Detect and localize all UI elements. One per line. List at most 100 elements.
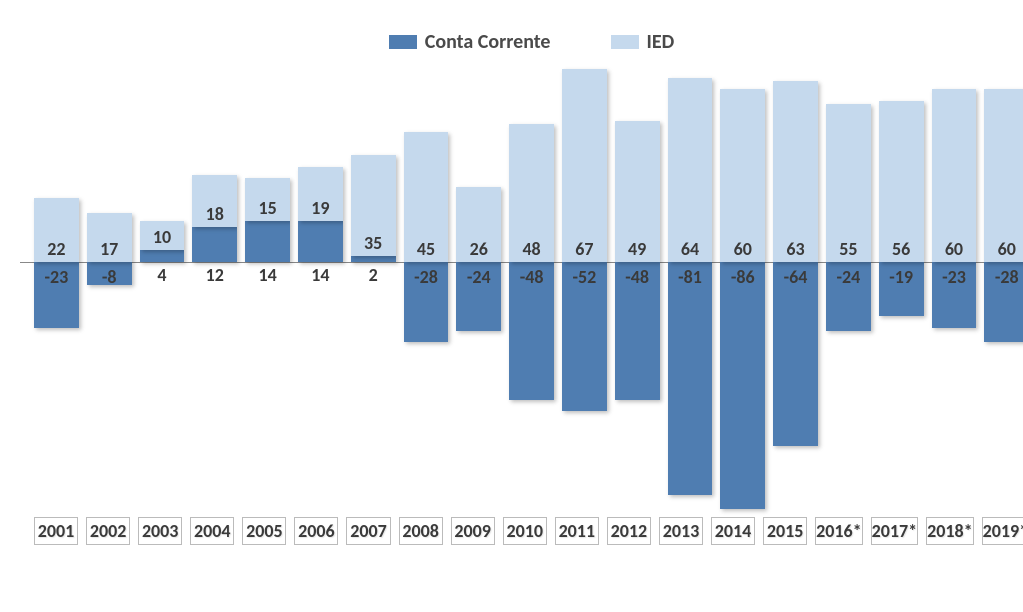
bar-label-ied: 49 — [615, 238, 660, 260]
bar-label-ied: 67 — [562, 238, 607, 260]
bar-conta-corrente — [720, 262, 765, 509]
bar-conta-corrente — [351, 256, 396, 262]
bar-label-conta-corrente: -81 — [668, 266, 713, 288]
bar-label-ied: 56 — [879, 238, 924, 260]
bar-label-conta-corrente: 12 — [192, 264, 237, 286]
bar-label-conta-corrente: -48 — [615, 266, 660, 288]
legend-item-series2: IED — [611, 30, 675, 54]
bar-label-conta-corrente: -23 — [34, 266, 79, 288]
bar-conta-corrente — [140, 250, 185, 262]
x-axis-label: 2009 — [451, 517, 495, 545]
bar-label-ied: 48 — [509, 238, 554, 260]
chart-container: Conta Corrente IED 22-2317-8104181215141… — [20, 20, 1023, 592]
bar-group: 1514 — [245, 69, 290, 509]
bar-label-ied: 63 — [773, 238, 818, 260]
legend-label-series2: IED — [647, 30, 675, 54]
bar-conta-corrente — [298, 221, 343, 261]
legend-swatch-series1 — [389, 35, 417, 49]
x-axis-label: 2018* — [926, 517, 973, 545]
x-axis-label: 2004 — [190, 517, 234, 545]
bar-group: 1812 — [192, 69, 237, 509]
legend-swatch-series2 — [611, 35, 639, 49]
bar-label-conta-corrente: -86 — [720, 266, 765, 288]
bar-group: 55-24 — [826, 69, 871, 509]
bar-group: 17-8 — [87, 69, 132, 509]
bar-label-ied: 35 — [351, 232, 396, 254]
bar-label-conta-corrente: 14 — [298, 264, 343, 286]
bar-group: 10 4 — [140, 69, 185, 509]
bar-label-ied: 60 — [720, 238, 765, 260]
bar-group: 352 — [351, 69, 396, 509]
bar-ied — [720, 89, 765, 262]
bar-ied — [773, 81, 818, 262]
bar-group: 22-23 — [34, 69, 79, 509]
legend-label-series1: Conta Corrente — [425, 30, 551, 54]
bar-label-ied: 60 — [984, 238, 1023, 260]
chart-legend: Conta Corrente IED — [20, 20, 1023, 64]
bar-label-ied: 22 — [34, 238, 79, 260]
bar-ied — [562, 69, 607, 262]
bar-label-conta-corrente: -8 — [87, 266, 132, 288]
bar-conta-corrente — [245, 221, 290, 261]
bar-conta-corrente — [668, 262, 713, 495]
bar-label-ied: 15 — [245, 197, 290, 219]
x-axis-label: 2007 — [346, 517, 390, 545]
bars-wrapper: 22-2317-810418121514191435245-2826-2448-… — [20, 69, 1023, 509]
bar-conta-corrente — [773, 262, 818, 446]
x-axis-label: 2006 — [294, 517, 338, 545]
bar-group: 64-81 — [668, 69, 713, 509]
x-axis-label: 2015 — [763, 517, 807, 545]
bar-label-ied: 19 — [298, 197, 343, 219]
bar-group: 67-52 — [562, 69, 607, 509]
bar-label-ied: 60 — [932, 238, 977, 260]
x-axis-label: 2013 — [659, 517, 703, 545]
bar-label-ied: 26 — [456, 238, 501, 260]
legend-item-series1: Conta Corrente — [389, 30, 551, 54]
chart-plot-area: 22-2317-810418121514191435245-2826-2448-… — [20, 69, 1023, 509]
bar-label-conta-corrente: -52 — [562, 266, 607, 288]
x-axis-label: 2016* — [815, 517, 862, 545]
x-axis-label: 2008 — [399, 517, 443, 545]
bar-label-conta-corrente: -23 — [932, 266, 977, 288]
bar-label-conta-corrente: -64 — [773, 266, 818, 288]
x-axis-label: 2017* — [871, 517, 918, 545]
x-axis-label: 2003 — [138, 517, 182, 545]
bar-group: 60-86 — [720, 69, 765, 509]
bar-label-conta-corrente: -28 — [984, 266, 1023, 288]
bar-label-conta-corrente: 2 — [351, 264, 396, 286]
bar-group: 48-48 — [509, 69, 554, 509]
bar-label-conta-corrente: -24 — [826, 266, 871, 288]
bar-label-ied: 10 — [140, 226, 185, 248]
x-axis-label: 2012 — [607, 517, 651, 545]
x-axis-label: 2011 — [555, 517, 599, 545]
x-axis-label: 2014 — [711, 517, 755, 545]
x-axis: 2001 2002 2003 2004 2005 2006 2007 2008 2009 2010… — [20, 517, 1023, 545]
bar-label-ied: 17 — [87, 238, 132, 260]
bar-group: 60-23 — [932, 69, 977, 509]
x-axis-label: 2001 — [34, 517, 78, 545]
bar-label-conta-corrente: -19 — [879, 266, 924, 288]
bar-label-conta-corrente: 14 — [245, 264, 290, 286]
bar-label-ied: 45 — [404, 238, 449, 260]
bar-label-conta-corrente: -24 — [456, 266, 501, 288]
bar-label-ied: 18 — [192, 203, 237, 225]
bar-label-conta-corrente: 4 — [140, 264, 185, 286]
x-axis-label: 2002 — [86, 517, 130, 545]
bar-label-ied: 55 — [826, 238, 871, 260]
bar-ied — [984, 89, 1023, 262]
bar-group: 56-19 — [879, 69, 924, 509]
bar-group: 60-28 — [984, 69, 1023, 509]
bar-label-conta-corrente: -28 — [404, 266, 449, 288]
bar-ied — [668, 78, 713, 262]
bar-conta-corrente — [192, 227, 237, 262]
x-axis-label: 2005 — [242, 517, 286, 545]
x-axis-label: 2010 — [503, 517, 547, 545]
bar-label-conta-corrente: -48 — [509, 266, 554, 288]
bar-group: 45-28 — [404, 69, 449, 509]
bar-group: 49-48 — [615, 69, 660, 509]
bar-label-ied: 64 — [668, 238, 713, 260]
bar-group: 1914 — [298, 69, 343, 509]
bar-group: 63-64 — [773, 69, 818, 509]
bar-group: 26-24 — [456, 69, 501, 509]
x-axis-label: 2019* — [982, 517, 1023, 545]
